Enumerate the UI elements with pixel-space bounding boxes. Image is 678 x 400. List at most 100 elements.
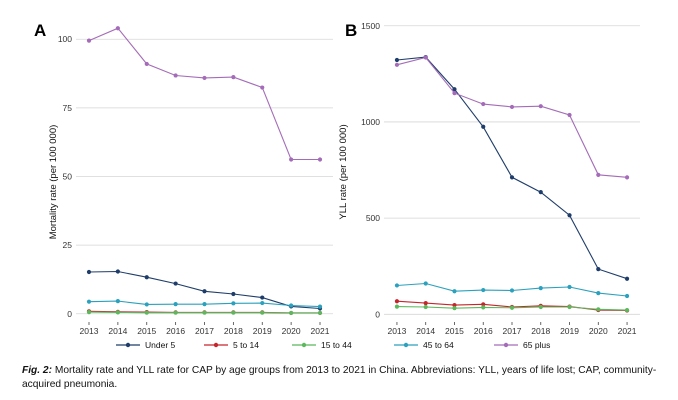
- panel-a-point-45to64: [144, 302, 149, 307]
- legend-marker-5to14: [213, 342, 219, 348]
- panel-a-x-tick-label: 2015: [137, 326, 156, 336]
- panel-a-point-65plus: [231, 75, 236, 80]
- panel-b-point-65plus: [452, 90, 457, 96]
- panel-a-point-under5: [115, 269, 120, 274]
- panel-a-x-tick-label: 2021: [311, 326, 330, 336]
- legend-label-5to14: 5 to 14: [233, 340, 259, 350]
- panel-a-y-tick-label: 75: [63, 103, 73, 113]
- panel-b-point-15to44: [596, 307, 601, 312]
- panel-a-point-45to64: [173, 302, 178, 307]
- panel-a-x-tick-label: 2017: [195, 326, 214, 336]
- panel-b-x-tick-label: 2016: [474, 326, 493, 336]
- panel-a-point-15to44: [144, 310, 149, 315]
- panel-b-y-tick-label: 0: [375, 309, 380, 319]
- panel-b-point-under5: [567, 213, 572, 218]
- panel-a-point-15to44: [231, 310, 236, 315]
- panel-b-point-45to64: [596, 291, 601, 296]
- panel-b-point-45to64: [567, 284, 572, 290]
- panel-a-point-65plus: [289, 157, 294, 162]
- legend: Under 5 5 to 14 15 to 44 45 to 64 65 plus: [116, 340, 550, 350]
- panel-b-point-15to44: [567, 304, 572, 310]
- panel-a-point-45to64: [289, 303, 294, 308]
- panel-a-point-15to44: [173, 310, 178, 315]
- figure-caption: Fig. 2: Mortality rate and YLL rate for …: [22, 364, 662, 392]
- panel-a-point-15to44: [289, 310, 294, 316]
- panel-a-point-under5: [173, 281, 178, 286]
- panel-a-point-45to64: [115, 299, 120, 304]
- panel-b-point-15to44: [452, 306, 457, 311]
- panel-a-point-under5: [86, 269, 92, 275]
- panel-b-point-45to64: [509, 288, 515, 293]
- panel-b-point-under5: [538, 190, 543, 195]
- panel-a-point-65plus: [317, 157, 323, 162]
- panel-a-mortality-chart: 0 25 50 75 100 2013 2014 2015 2016 2017 2018 2019 20…: [58, 26, 333, 336]
- panel-b-x-tick-label: 2018: [531, 326, 550, 336]
- panel-a-point-15to44: [317, 310, 323, 316]
- legend-label-under5: Under 5: [145, 340, 176, 350]
- panel-a-x-tick-label: 2013: [80, 326, 99, 336]
- panel-b-x-tick-label: 2013: [387, 326, 406, 336]
- panel-a-point-under5: [144, 275, 149, 280]
- panel-a-series-line-65plus: [88, 27, 320, 161]
- panel-a-letter: A: [34, 21, 46, 40]
- panel-b-point-5to14: [481, 302, 486, 307]
- panel-b-x-tick-label: 2017: [503, 326, 522, 336]
- panel-b-point-45to64: [538, 286, 543, 291]
- panel-b-point-65plus: [567, 112, 572, 118]
- panel-a-x-tick-label: 2016: [166, 326, 185, 336]
- panel-a-x-tick-label: 2020: [282, 326, 301, 336]
- panel-a-point-15to44: [115, 310, 120, 315]
- panel-a-x-tick-label: 2019: [253, 326, 272, 336]
- panel-b-x-tick-label: 2020: [589, 326, 608, 336]
- panel-a-y-tick-label: 100: [58, 34, 72, 44]
- panel-b-point-5to14: [423, 301, 428, 306]
- panel-a-y-axis-title: Mortality rate (per 100 000): [48, 125, 59, 240]
- panel-a-point-65plus: [115, 26, 120, 31]
- panel-b-point-5to14: [394, 299, 400, 304]
- panel-b-point-45to64: [423, 281, 428, 286]
- panel-b-point-15to44: [509, 305, 515, 310]
- panel-b-y-tick-label: 1000: [361, 117, 380, 127]
- panel-b-point-under5: [509, 175, 515, 180]
- panel-b-point-45to64: [624, 293, 630, 299]
- panel-a-point-45to64: [317, 304, 323, 309]
- panel-b-x-tick-label: 2015: [445, 326, 464, 336]
- panel-b-point-under5: [596, 267, 601, 272]
- panel-a-point-under5: [202, 289, 207, 294]
- legend-marker-under5: [125, 342, 131, 348]
- panel-b-x-tick-label: 2019: [560, 326, 579, 336]
- panel-b-y-tick-label: 1500: [361, 21, 380, 31]
- panel-a-x-tick-label: 2018: [224, 326, 243, 336]
- panel-a-point-65plus: [260, 85, 265, 90]
- panel-b-point-15to44: [423, 304, 428, 310]
- panel-a-point-65plus: [202, 75, 207, 81]
- panel-a-point-45to64: [231, 301, 236, 306]
- panel-b-point-15to44: [394, 304, 400, 309]
- panel-a-y-tick-label: 25: [63, 240, 73, 250]
- panel-a-point-65plus: [86, 38, 92, 43]
- legend-marker-65plus: [503, 342, 509, 348]
- panel-b-point-45to64: [394, 283, 400, 288]
- panel-b-point-65plus: [624, 175, 630, 180]
- panel-b-point-65plus: [538, 104, 543, 109]
- panel-b-point-15to44: [481, 305, 486, 310]
- panel-b-series-line-65plus: [396, 56, 628, 178]
- panel-b-y-tick-label: 500: [366, 213, 380, 223]
- panel-b-point-65plus: [394, 62, 400, 67]
- panel-b-point-45to64: [452, 289, 457, 294]
- legend-marker-15to44: [301, 342, 307, 348]
- panel-b-point-15to44: [538, 304, 543, 310]
- panel-a-point-under5: [231, 291, 236, 297]
- panel-b-letter: B: [345, 21, 357, 40]
- panel-b-x-tick-label: 2014: [416, 326, 435, 336]
- legend-label-65plus: 65 plus: [523, 340, 550, 350]
- panel-a-point-45to64: [260, 300, 265, 306]
- legend-label-15to44: 15 to 44: [321, 340, 352, 350]
- figure-caption-label: Fig. 2:: [22, 365, 52, 376]
- panel-b-point-45to64: [481, 287, 486, 293]
- panel-b-point-under5: [481, 124, 486, 129]
- panel-a-point-65plus: [144, 61, 149, 67]
- panel-a-point-65plus: [173, 73, 178, 78]
- panel-b-point-under5: [452, 87, 457, 92]
